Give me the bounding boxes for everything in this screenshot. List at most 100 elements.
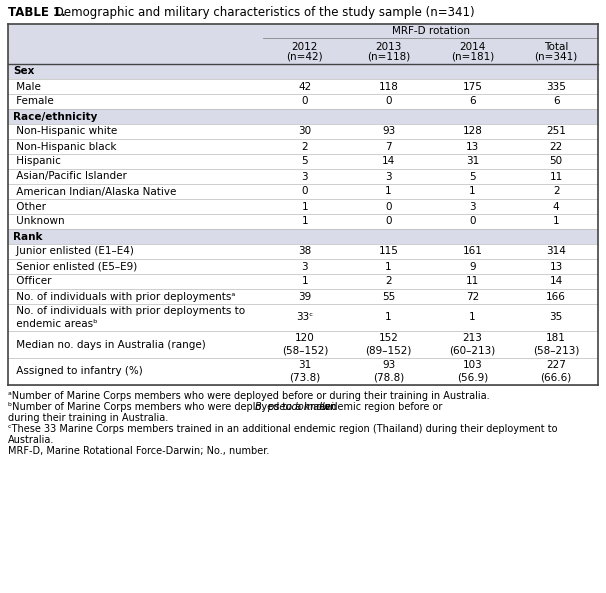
- Text: 31: 31: [466, 157, 479, 167]
- Text: 9: 9: [469, 262, 476, 272]
- Text: 0: 0: [385, 216, 392, 227]
- Text: 14: 14: [382, 157, 395, 167]
- Bar: [8, 109, 598, 124]
- Text: 2012: 2012: [291, 42, 318, 52]
- Text: 1: 1: [385, 262, 392, 272]
- Text: ᵃNumber of Marine Corps members who were deployed before or during their trainin: ᵃNumber of Marine Corps members who were…: [8, 391, 490, 401]
- Text: Unknown: Unknown: [13, 216, 65, 227]
- Text: No. of individuals with prior deployments to
 endemic areasᵇ: No. of individuals with prior deployment…: [13, 307, 245, 329]
- Text: Total: Total: [544, 42, 568, 52]
- Bar: [8, 38, 598, 64]
- Text: 30: 30: [298, 126, 311, 136]
- Text: 0: 0: [469, 216, 476, 227]
- Bar: [8, 24, 598, 38]
- Bar: [8, 358, 598, 385]
- Text: (n=118): (n=118): [367, 52, 410, 62]
- Text: 7: 7: [385, 142, 392, 151]
- Text: 161: 161: [462, 247, 482, 257]
- Text: TABLE 1.: TABLE 1.: [8, 6, 65, 19]
- Text: 14: 14: [550, 276, 563, 286]
- Text: No. of individuals with prior deploymentsᵃ: No. of individuals with prior deployment…: [13, 292, 235, 301]
- Text: (n=42): (n=42): [287, 52, 323, 62]
- Bar: [8, 331, 598, 358]
- Text: 118: 118: [379, 81, 399, 91]
- Text: 115: 115: [379, 247, 399, 257]
- Text: 128: 128: [462, 126, 482, 136]
- Bar: [8, 139, 598, 154]
- Bar: [8, 304, 598, 331]
- Text: 3: 3: [385, 171, 392, 181]
- Text: 5: 5: [302, 157, 308, 167]
- Bar: [8, 64, 598, 79]
- Bar: [8, 289, 598, 304]
- Text: 93
(78.8): 93 (78.8): [373, 361, 404, 382]
- Text: American Indian/Alaska Native: American Indian/Alaska Native: [13, 187, 176, 196]
- Text: 181
(58–213): 181 (58–213): [533, 333, 579, 356]
- Text: 1: 1: [469, 313, 476, 323]
- Text: Sex: Sex: [13, 66, 35, 76]
- Text: 11: 11: [466, 276, 479, 286]
- Text: 39: 39: [298, 292, 311, 301]
- Text: 38: 38: [298, 247, 311, 257]
- Text: 1: 1: [385, 187, 392, 196]
- Text: 5: 5: [469, 171, 476, 181]
- Bar: [8, 169, 598, 184]
- Text: 13: 13: [550, 262, 563, 272]
- Text: 0: 0: [302, 187, 308, 196]
- Text: Non-Hispanic black: Non-Hispanic black: [13, 142, 116, 151]
- Bar: [8, 214, 598, 229]
- Text: 50: 50: [550, 157, 563, 167]
- Text: Australia.: Australia.: [8, 435, 55, 445]
- Text: Female: Female: [13, 97, 54, 107]
- Text: 6: 6: [469, 97, 476, 107]
- Bar: [8, 259, 598, 274]
- Text: during their training in Australia.: during their training in Australia.: [8, 413, 168, 423]
- Text: 3: 3: [302, 262, 308, 272]
- Text: Race/ethnicity: Race/ethnicity: [13, 111, 98, 122]
- Bar: [8, 124, 598, 139]
- Text: ᵇNumber of Marine Corps members who were deployed to a known: ᵇNumber of Marine Corps members who were…: [8, 402, 339, 412]
- Text: 166: 166: [546, 292, 566, 301]
- Text: 3: 3: [302, 171, 308, 181]
- Text: 1: 1: [302, 202, 308, 212]
- Bar: [8, 184, 598, 199]
- Text: (n=181): (n=181): [451, 52, 494, 62]
- Text: 72: 72: [466, 292, 479, 301]
- Text: 4: 4: [553, 202, 559, 212]
- Text: 0: 0: [385, 202, 392, 212]
- Text: 0: 0: [385, 97, 392, 107]
- Text: MRF-D, Marine Rotational Force-Darwin; No., number.: MRF-D, Marine Rotational Force-Darwin; N…: [8, 446, 270, 456]
- Text: Asian/Pacific Islander: Asian/Pacific Islander: [13, 171, 127, 181]
- Text: Non-Hispanic white: Non-Hispanic white: [13, 126, 117, 136]
- Bar: [8, 229, 598, 244]
- Bar: [8, 94, 598, 109]
- Bar: [8, 274, 598, 289]
- Text: 103
(56.9): 103 (56.9): [457, 361, 488, 382]
- Text: Hispanic: Hispanic: [13, 157, 61, 167]
- Text: Other: Other: [13, 202, 46, 212]
- Text: 1: 1: [385, 313, 392, 323]
- Text: 33ᶜ: 33ᶜ: [296, 313, 313, 323]
- Text: 2: 2: [553, 187, 559, 196]
- Text: 0: 0: [302, 97, 308, 107]
- Text: 55: 55: [382, 292, 395, 301]
- Text: 2013: 2013: [376, 42, 402, 52]
- Text: 11: 11: [550, 171, 563, 181]
- Text: B. pseudomallei: B. pseudomallei: [255, 402, 333, 412]
- Text: 335: 335: [546, 81, 566, 91]
- Text: Officer: Officer: [13, 276, 52, 286]
- Bar: [8, 154, 598, 169]
- Text: ᶜThese 33 Marine Corps members trained in an additional endemic region (Thailand: ᶜThese 33 Marine Corps members trained i…: [8, 424, 558, 434]
- Text: 1: 1: [302, 276, 308, 286]
- Bar: [8, 199, 598, 214]
- Text: 13: 13: [466, 142, 479, 151]
- Bar: [8, 79, 598, 94]
- Text: Senior enlisted (E5–E9): Senior enlisted (E5–E9): [13, 262, 137, 272]
- Text: Male: Male: [13, 81, 41, 91]
- Text: MRF-D rotation: MRF-D rotation: [391, 26, 470, 36]
- Bar: [8, 244, 598, 259]
- Text: endemic region before or: endemic region before or: [316, 402, 442, 412]
- Text: 227
(66.6): 227 (66.6): [541, 361, 571, 382]
- Text: 251: 251: [546, 126, 566, 136]
- Text: Junior enlisted (E1–E4): Junior enlisted (E1–E4): [13, 247, 134, 257]
